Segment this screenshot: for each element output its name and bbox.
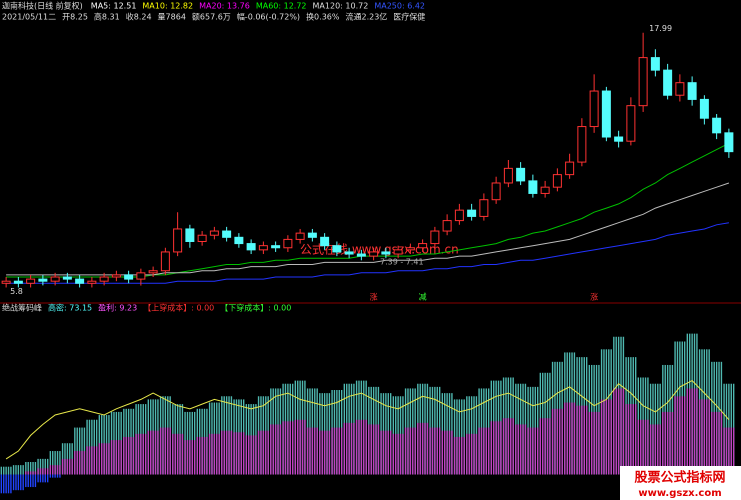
candle-body (577, 126, 587, 163)
candle-body (62, 276, 72, 280)
candle-body (467, 209, 477, 217)
candle-body (614, 136, 624, 142)
candle-body (26, 278, 36, 284)
signal-marker: 减 (419, 292, 427, 302)
candle-body (565, 161, 575, 176)
candle-body (540, 186, 550, 194)
candle-body (111, 274, 121, 278)
ma-legend: MA5: 12.51 (91, 2, 137, 11)
indicator-legend: 【下穿成本】: 0.00 (220, 303, 291, 313)
signal-marker: 涨 (370, 292, 378, 302)
range-note: 7.39 - 7.41 (380, 258, 424, 267)
info-item: 换0.36% (306, 12, 340, 22)
candle-body (552, 174, 562, 188)
ma-line (6, 222, 729, 284)
logo-box (620, 466, 741, 500)
candle-body (687, 82, 697, 100)
candle-body (638, 57, 648, 107)
candle-body (320, 236, 330, 247)
ma-legend: MA60: 12.72 (256, 2, 307, 11)
indicator-legend: 高密: 73.15 (48, 303, 92, 313)
candle-body (38, 278, 48, 282)
candle-body (13, 280, 23, 284)
candle-body (393, 249, 403, 255)
candle-body (650, 57, 660, 71)
candle-body (699, 98, 709, 119)
candle-body (369, 251, 379, 257)
info-item: 收8.24 (126, 12, 152, 22)
candle-body (307, 232, 317, 238)
candle-body (99, 276, 109, 282)
ma-legend: MA120: 10.72 (313, 2, 369, 11)
candle-body (271, 245, 281, 249)
info-item: 流通2.23亿 (345, 12, 387, 22)
candle-body (173, 228, 183, 253)
candle-body (148, 270, 158, 274)
candle-body (491, 182, 501, 201)
ma-legend: MA20: 13.76 (199, 2, 250, 11)
candle-body (295, 232, 305, 240)
high-label: 17.99 (649, 24, 672, 33)
ma-legend: MA250: 6.42 (374, 2, 425, 11)
indicator-title: 绝战筹码峰 (2, 303, 42, 313)
candle-body (724, 132, 734, 153)
info-item: 量7864 (158, 13, 186, 22)
candle-body (344, 251, 354, 255)
candle-body (712, 117, 722, 134)
candle-body (418, 243, 428, 249)
candle-body (50, 276, 60, 282)
candle-body (222, 230, 232, 238)
candle-body (675, 82, 685, 96)
signal-marker: 涨 (590, 292, 598, 302)
logo-url: www.gszx.com (638, 488, 721, 499)
info-item: 开8.25 (62, 13, 88, 22)
candle-body (283, 238, 293, 249)
candle-body (136, 272, 146, 280)
info-item: 医疗保健 (393, 12, 425, 22)
candle-body (503, 167, 513, 184)
candle-body (442, 220, 452, 232)
info-item: 额657.6万 (192, 12, 231, 22)
low-label: 5.8 (10, 287, 23, 296)
candle-body (332, 245, 342, 253)
ma-legend: MA10: 12.82 (142, 2, 193, 11)
candle-body (87, 280, 97, 284)
candle-body (663, 69, 673, 96)
indicator-legend: 盈利: 9.23 (98, 303, 137, 313)
candle-body (405, 247, 415, 251)
candle-body (479, 199, 489, 217)
candle-body (124, 274, 134, 280)
info-item: 高8.31 (94, 12, 120, 22)
candle-body (454, 209, 464, 222)
candle-body (1, 280, 11, 284)
candle-body (246, 243, 256, 251)
stock-title: 迦南科技(日线 前复权) (2, 1, 83, 11)
info-item: 2021/05/11二 (2, 13, 56, 22)
candle-body (528, 180, 538, 194)
candle-body (209, 230, 219, 236)
candle-body (626, 105, 636, 142)
candle-body (589, 90, 599, 128)
candle-body (601, 90, 611, 138)
candle-body (197, 234, 207, 242)
candle-body (160, 251, 170, 272)
candle-body (185, 228, 195, 242)
candle-body (234, 236, 244, 245)
indicator-line (5, 379, 730, 460)
info-item: 幅-0.06(-0.72%) (237, 12, 300, 22)
candle-body (516, 167, 526, 182)
candle-body (258, 245, 268, 251)
candle-body (356, 253, 366, 257)
candle-body (75, 278, 85, 284)
candle-body (381, 251, 391, 255)
logo-title: 股票公式指标网 (634, 470, 725, 486)
candle-body (430, 230, 440, 245)
indicator-legend: 【上穿成本】: 0.00 (143, 303, 214, 313)
